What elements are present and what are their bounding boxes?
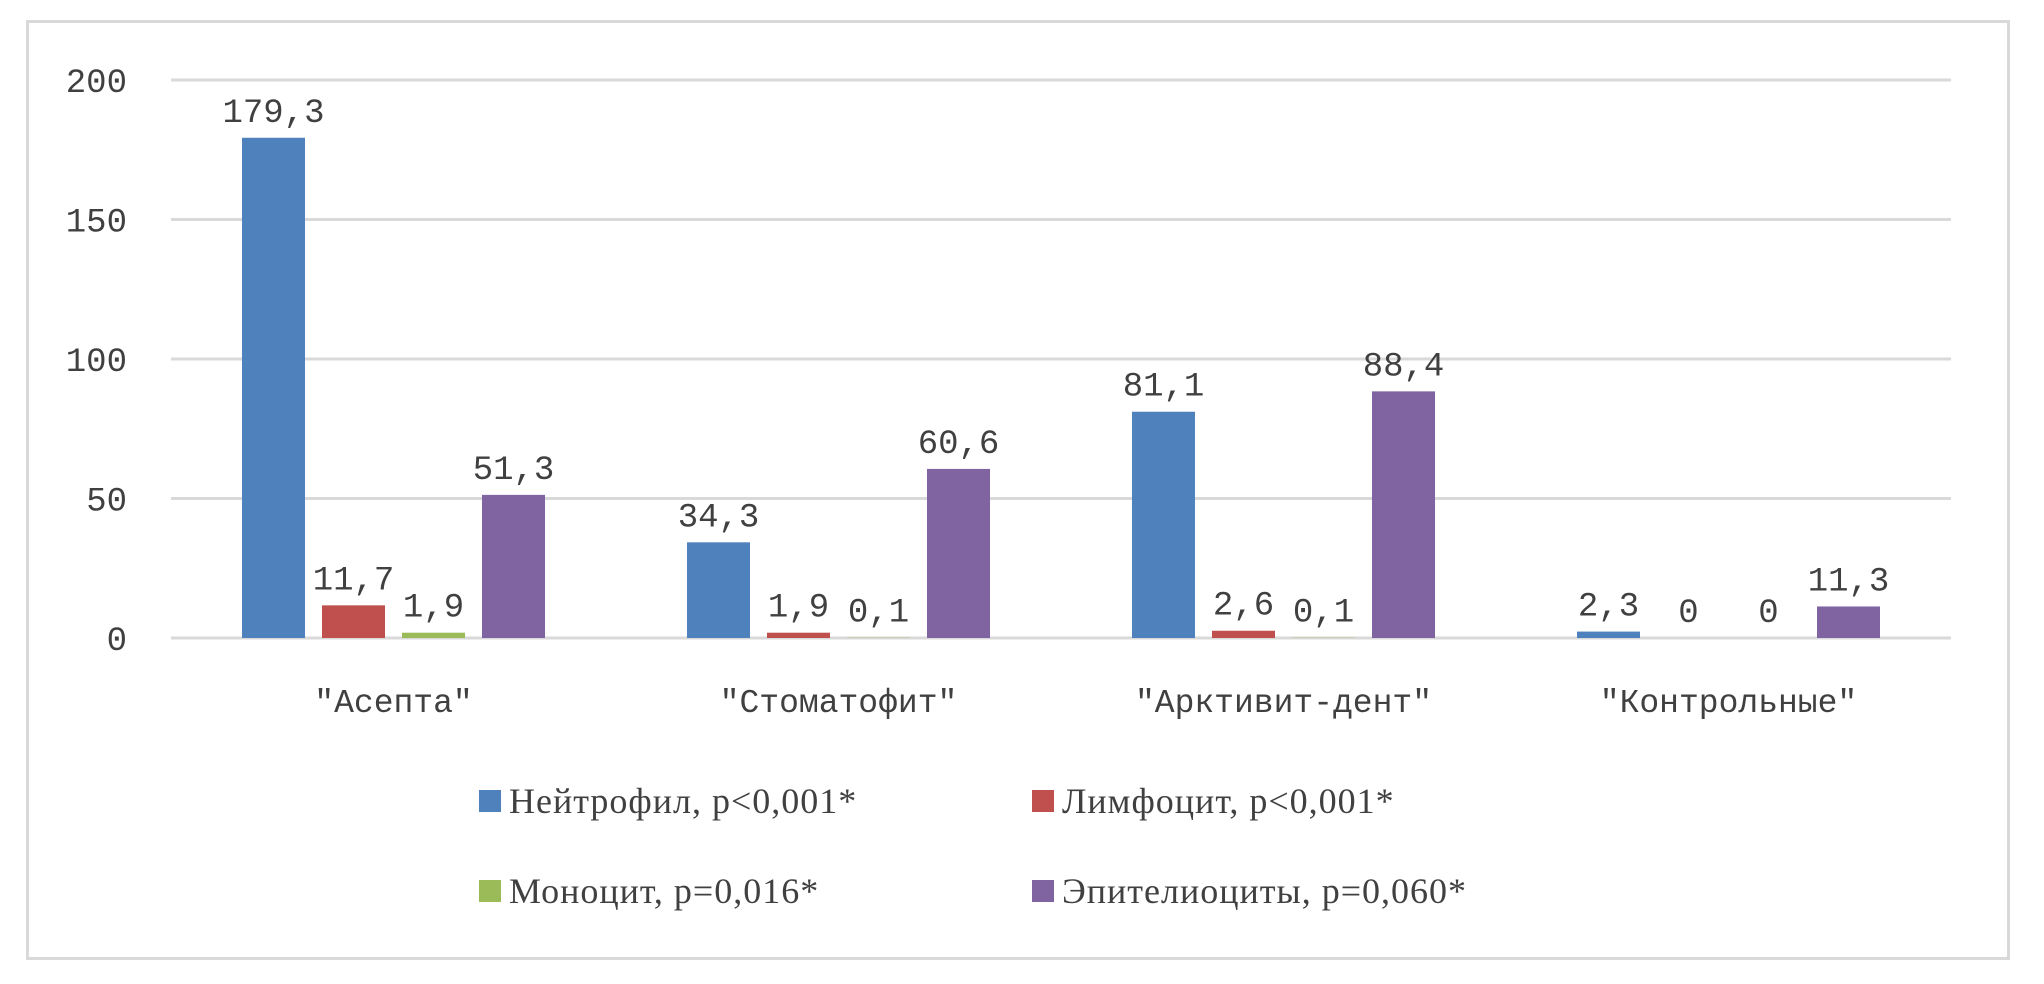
data-label: 2,6	[1213, 588, 1274, 626]
y-tick-label: 100	[66, 344, 127, 382]
bar	[767, 632, 830, 638]
legend-swatch	[479, 880, 501, 902]
y-tick-label: 50	[86, 484, 127, 522]
data-label: 0	[1758, 595, 1778, 633]
data-label: 179,3	[222, 95, 324, 133]
x-category-label: "Асепта"	[314, 685, 472, 722]
chart-frame	[26, 20, 2010, 960]
bar	[1132, 411, 1195, 638]
legend-label: Нейтрофил, p<0,001*	[509, 781, 858, 821]
bar	[687, 542, 750, 638]
x-category-label: "Стоматофит"	[720, 685, 958, 722]
data-label: 81,1	[1123, 369, 1205, 407]
data-label: 34,3	[678, 499, 760, 537]
y-tick-label: 150	[66, 205, 127, 243]
bar	[1577, 631, 1640, 638]
data-label: 60,6	[918, 426, 1000, 464]
bar	[242, 137, 305, 639]
legend-swatch	[479, 790, 501, 812]
legend-swatch	[1032, 790, 1054, 812]
legend-item-lymphocyte: Лимфоцит, p<0,001*	[1032, 780, 1395, 822]
data-label: 88,4	[1363, 348, 1445, 386]
data-label: 11,7	[313, 562, 395, 600]
legend-swatch	[1032, 880, 1054, 902]
bar	[482, 494, 545, 638]
data-label: 11,3	[1808, 563, 1890, 601]
legend-item-neutrophil: Нейтрофил, p<0,001*	[479, 780, 857, 822]
x-category-label: "Арктивит-дент"	[1135, 685, 1432, 722]
data-label: 0	[1678, 595, 1698, 633]
bar	[322, 605, 385, 638]
y-tick-label: 0	[107, 623, 127, 661]
legend-label: Моноцит, p=0,016*	[509, 871, 820, 911]
data-label: 0,1	[848, 595, 909, 633]
bar	[1212, 630, 1275, 638]
data-label: 51,3	[473, 452, 555, 490]
data-label: 1,9	[403, 590, 464, 628]
legend-item-epithelial: Эпителиоциты, p=0,060*	[1032, 870, 1467, 912]
bar	[1372, 391, 1435, 638]
data-label: 1,9	[768, 590, 829, 628]
bar	[1817, 606, 1880, 638]
y-tick-label: 200	[66, 65, 127, 103]
bar	[927, 468, 990, 638]
legend-label: Эпителиоциты, p=0,060*	[1062, 871, 1467, 911]
x-category-label: "Контрольные"	[1600, 685, 1857, 722]
legend-label: Лимфоцит, p<0,001*	[1062, 781, 1395, 821]
data-label: 2,3	[1578, 589, 1639, 627]
data-label: 0,1	[1293, 595, 1354, 633]
bar	[402, 632, 465, 638]
legend-item-monocyte: Моноцит, p=0,016*	[479, 870, 819, 912]
